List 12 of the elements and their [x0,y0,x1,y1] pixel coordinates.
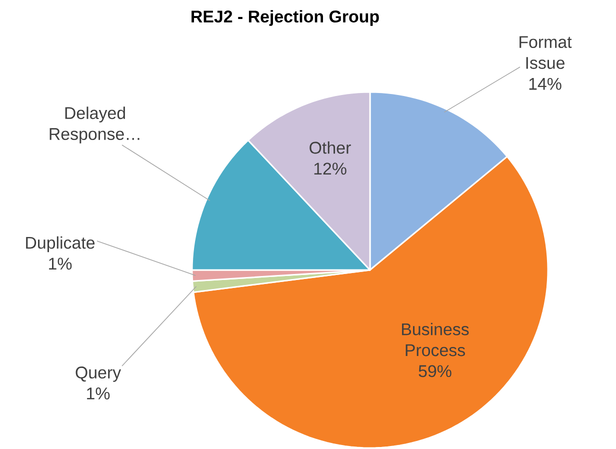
slice-label: Business Process [402,322,469,356]
data-label: 1% [49,258,72,270]
data-label: 1% [87,388,110,400]
slice-label: Query [76,366,122,382]
slice-label: Duplicate [26,236,95,252]
data-label: 14% [529,78,562,90]
slice-label: Format Issue [520,36,572,70]
slice-label: Delayed Response… [50,106,140,144]
data-label: 12% [314,162,346,175]
chart-title: REJ2 - Rejection Group [192,10,379,26]
data-label: 59% [418,365,452,378]
slice-label: Other [310,141,351,154]
